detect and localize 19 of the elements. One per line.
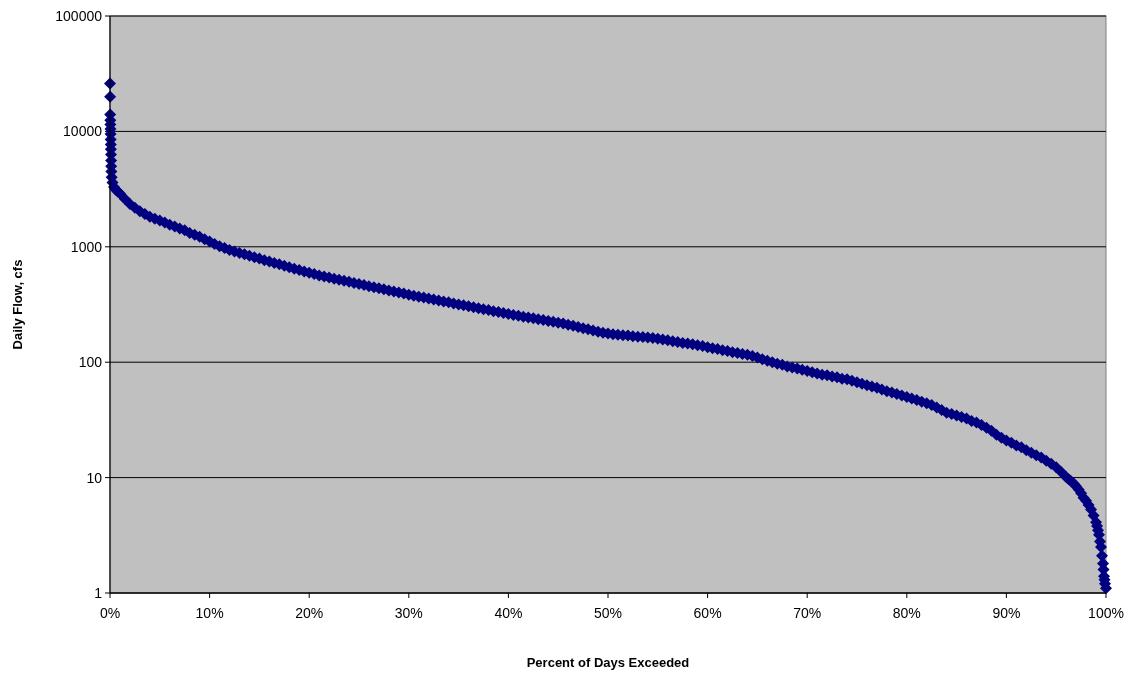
x-tick-label: 0% <box>99 605 121 621</box>
y-tick-label: 100 <box>78 354 103 371</box>
x-tick-label: 90% <box>992 605 1021 621</box>
y-tick-label: 10000 <box>63 123 103 140</box>
x-tick-label: 60% <box>693 605 722 621</box>
x-tick-label: 30% <box>394 605 423 621</box>
x-tick-label: 20% <box>295 605 324 621</box>
y-tick-label: 1000 <box>70 238 103 255</box>
x-tick-label: 10% <box>195 605 224 621</box>
y-tick-label: 100000 <box>55 7 103 24</box>
x-axis-title: Percent of Days Exceeded <box>526 655 690 670</box>
y-tick-label: 10 <box>86 469 103 486</box>
x-tick-label: 100% <box>1088 605 1124 621</box>
x-tick-label: 50% <box>593 605 623 621</box>
x-tick-label: 80% <box>892 605 921 621</box>
y-tick-label: 1 <box>94 584 103 601</box>
y-axis-title: Daily Flow, cfs <box>10 259 25 350</box>
x-tick-label: 70% <box>793 605 822 621</box>
x-tick-label: 40% <box>494 605 523 621</box>
